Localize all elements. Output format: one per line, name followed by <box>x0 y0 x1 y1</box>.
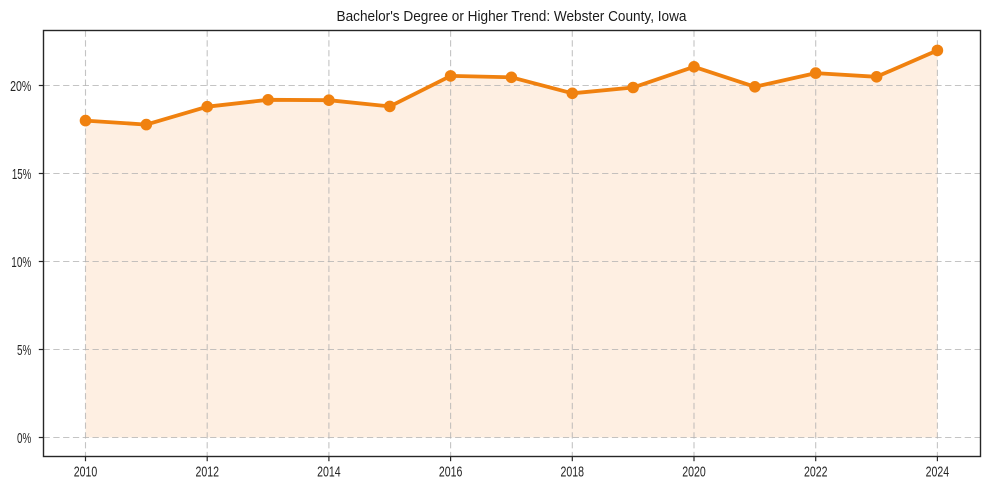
svg-text:2016: 2016 <box>439 464 463 481</box>
svg-text:10%: 10% <box>11 254 31 271</box>
svg-text:Bachelor's Degree or Higher Tr: Bachelor's Degree or Higher Trend: Webst… <box>337 8 688 25</box>
svg-text:0%: 0% <box>17 430 31 447</box>
svg-text:2024: 2024 <box>926 464 950 481</box>
svg-text:5%: 5% <box>17 342 31 359</box>
svg-text:15%: 15% <box>12 166 31 183</box>
svg-text:20%: 20% <box>10 78 31 95</box>
svg-text:2014: 2014 <box>317 464 341 481</box>
svg-text:2012: 2012 <box>195 464 219 481</box>
svg-text:2022: 2022 <box>804 464 828 481</box>
svg-text:2018: 2018 <box>561 464 585 481</box>
svg-text:2010: 2010 <box>74 464 98 481</box>
svg-text:2020: 2020 <box>682 464 706 481</box>
